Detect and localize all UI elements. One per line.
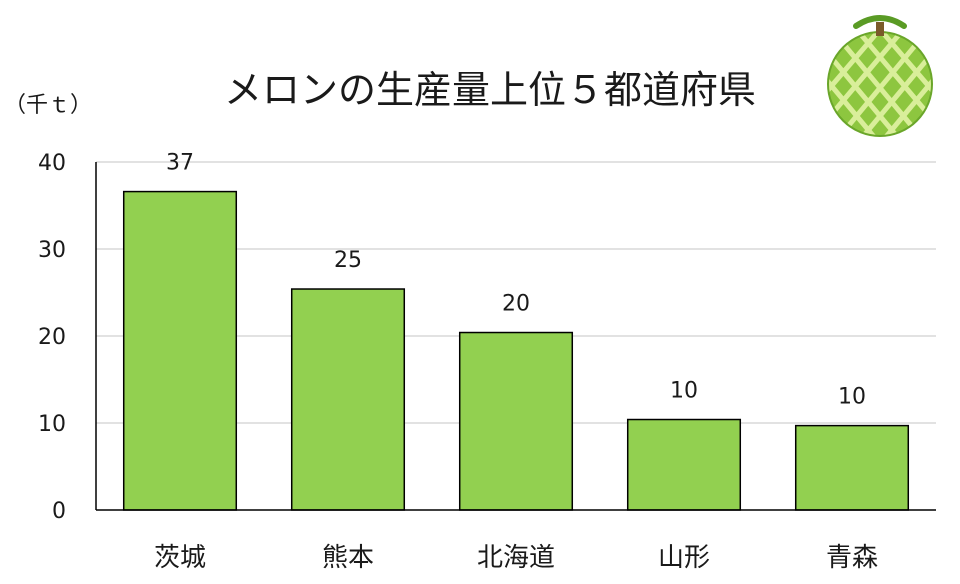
bar (794, 424, 910, 511)
y-tick-label: 40 (38, 151, 66, 176)
y-tick-label: 0 (52, 499, 66, 524)
y-tick-label: 10 (38, 412, 66, 437)
data-label: 10 (838, 385, 866, 410)
data-label: 37 (166, 151, 194, 176)
data-label: 20 (502, 292, 530, 317)
data-label: 25 (334, 248, 362, 273)
melon-icon (827, 15, 933, 137)
y-tick-label: 30 (38, 238, 66, 263)
data-label: 10 (670, 379, 698, 404)
x-category-label: 北海道 (477, 543, 555, 573)
x-category-label: 熊本 (322, 543, 374, 573)
bar (290, 288, 406, 511)
chart-title: メロンの生産量上位５都道府県 (224, 68, 756, 112)
bar (122, 190, 238, 511)
x-category-label: 青森 (826, 543, 878, 573)
y-unit-label: （千ｔ） (4, 93, 92, 118)
y-tick-label: 20 (38, 325, 66, 350)
x-category-label: 茨城 (154, 543, 206, 573)
bar (458, 331, 574, 511)
x-category-label: 山形 (658, 543, 710, 573)
bar (626, 418, 742, 511)
